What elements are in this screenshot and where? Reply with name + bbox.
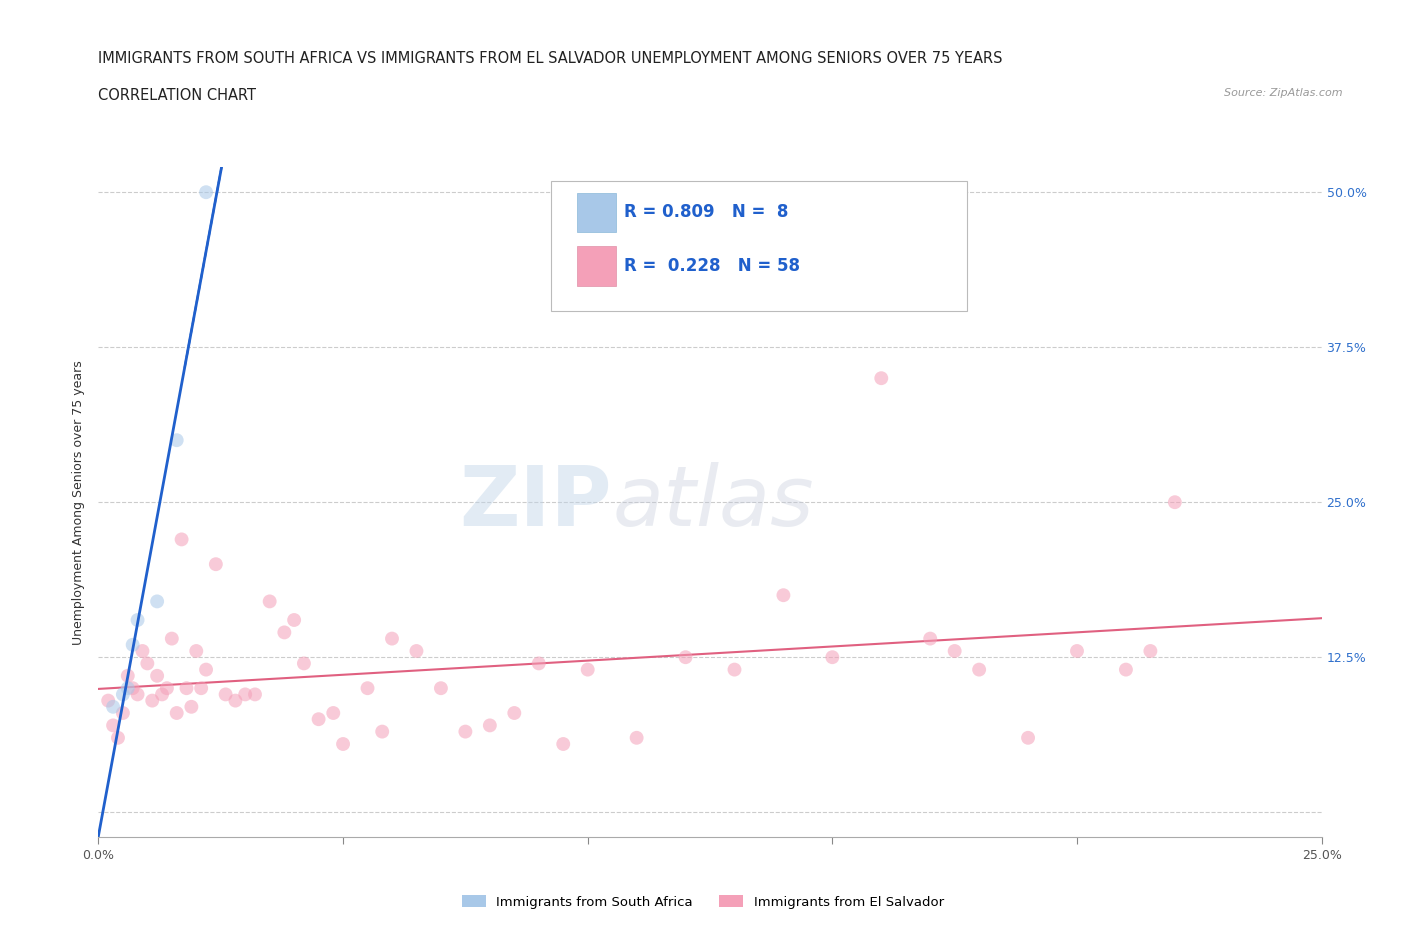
Point	[101, 699, 124, 714]
Point	[214, 687, 236, 702]
Point	[127, 687, 149, 702]
Point	[233, 687, 256, 702]
Point	[405, 644, 427, 658]
Point	[170, 532, 193, 547]
Point	[371, 724, 394, 739]
Point	[101, 718, 124, 733]
Point	[356, 681, 378, 696]
FancyBboxPatch shape	[551, 180, 967, 312]
Point	[430, 681, 453, 696]
Point	[117, 681, 139, 696]
Point	[121, 681, 143, 696]
Text: R =  0.228   N = 58: R = 0.228 N = 58	[624, 257, 800, 275]
Point	[176, 681, 198, 696]
Point	[553, 737, 575, 751]
Text: CORRELATION CHART: CORRELATION CHART	[98, 88, 256, 103]
Point	[117, 669, 139, 684]
Point	[576, 662, 599, 677]
Point	[195, 662, 218, 677]
Point	[920, 631, 942, 646]
Point	[821, 650, 844, 665]
FancyBboxPatch shape	[576, 193, 616, 232]
Point	[111, 687, 134, 702]
Point	[870, 371, 893, 386]
Point	[273, 625, 295, 640]
Point	[381, 631, 404, 646]
Point	[1066, 644, 1088, 658]
Text: R = 0.809   N =  8: R = 0.809 N = 8	[624, 204, 789, 221]
Point	[292, 656, 315, 671]
Point	[107, 730, 129, 745]
Point	[224, 693, 246, 708]
Point	[166, 432, 188, 447]
Point	[160, 631, 183, 646]
Point	[308, 711, 330, 726]
Point	[146, 669, 169, 684]
Point	[121, 637, 143, 652]
Point	[626, 730, 648, 745]
Point	[943, 644, 966, 658]
Point	[723, 662, 745, 677]
Point	[146, 594, 169, 609]
Point	[503, 706, 526, 721]
Point	[772, 588, 794, 603]
Point	[156, 681, 179, 696]
Point	[332, 737, 354, 751]
Point	[111, 706, 134, 721]
Point	[190, 681, 212, 696]
Point	[195, 185, 218, 200]
Text: Source: ZipAtlas.com: Source: ZipAtlas.com	[1225, 88, 1343, 99]
Point	[322, 706, 344, 721]
Y-axis label: Unemployment Among Seniors over 75 years: Unemployment Among Seniors over 75 years	[72, 360, 86, 644]
Text: IMMIGRANTS FROM SOUTH AFRICA VS IMMIGRANTS FROM EL SALVADOR UNEMPLOYMENT AMONG S: IMMIGRANTS FROM SOUTH AFRICA VS IMMIGRAN…	[98, 51, 1002, 66]
Point	[141, 693, 163, 708]
Point	[675, 650, 697, 665]
Point	[478, 718, 501, 733]
Point	[150, 687, 173, 702]
Point	[186, 644, 208, 658]
Text: atlas: atlas	[612, 461, 814, 543]
Point	[97, 693, 120, 708]
FancyBboxPatch shape	[576, 246, 616, 286]
Point	[527, 656, 550, 671]
Point	[180, 699, 202, 714]
Point	[1139, 644, 1161, 658]
Point	[127, 613, 149, 628]
Point	[166, 706, 188, 721]
Point	[136, 656, 159, 671]
Point	[1115, 662, 1137, 677]
Text: ZIP: ZIP	[460, 461, 612, 543]
Point	[131, 644, 153, 658]
Point	[205, 557, 228, 572]
Point	[454, 724, 477, 739]
Point	[283, 613, 305, 628]
Point	[1164, 495, 1187, 510]
Legend: Immigrants from South Africa, Immigrants from El Salvador: Immigrants from South Africa, Immigrants…	[457, 890, 949, 914]
Point	[1017, 730, 1039, 745]
Point	[259, 594, 281, 609]
Point	[243, 687, 266, 702]
Point	[967, 662, 990, 677]
